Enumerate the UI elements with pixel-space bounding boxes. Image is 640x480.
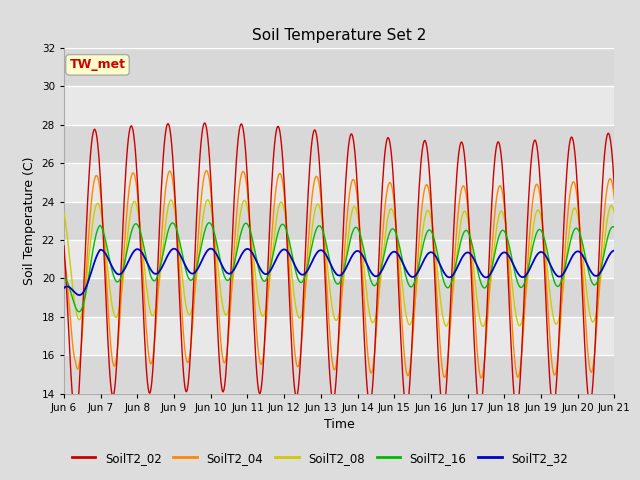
SoilT2_32 xyxy=(76,292,83,298)
Line: SoilT2_32: SoilT2_32 xyxy=(64,249,614,295)
SoilT2_08 xyxy=(204,197,212,203)
SoilT2_08 xyxy=(407,321,415,326)
SoilT2_16 xyxy=(611,225,618,230)
SoilT2_02 xyxy=(201,120,209,126)
SoilT2_16 xyxy=(184,272,191,278)
SoilT2_32 xyxy=(207,246,215,252)
SoilT2_16 xyxy=(205,220,213,226)
Line: SoilT2_16: SoilT2_16 xyxy=(64,223,614,312)
SoilT2_04 xyxy=(477,375,485,381)
SoilT2_08 xyxy=(60,210,68,216)
SoilT2_16 xyxy=(424,228,431,234)
SoilT2_16 xyxy=(60,276,68,281)
Text: TW_met: TW_met xyxy=(70,59,125,72)
SoilT2_04 xyxy=(70,352,78,358)
SoilT2_02 xyxy=(127,123,135,129)
SoilT2_08 xyxy=(182,305,190,311)
SoilT2_02 xyxy=(611,185,618,191)
SoilT2_32 xyxy=(184,266,191,272)
Bar xyxy=(64,278,614,317)
SoilT2_16 xyxy=(70,300,78,306)
SoilT2_02 xyxy=(408,349,415,355)
SoilT2_04 xyxy=(611,196,618,202)
SoilT2_02 xyxy=(70,410,78,416)
Line: SoilT2_02: SoilT2_02 xyxy=(64,123,614,419)
SoilT2_02 xyxy=(424,150,431,156)
Bar xyxy=(64,86,614,125)
Legend: SoilT2_02, SoilT2_04, SoilT2_08, SoilT2_16, SoilT2_32: SoilT2_02, SoilT2_04, SoilT2_08, SoilT2_… xyxy=(67,447,573,469)
SoilT2_02 xyxy=(72,416,79,421)
SoilT2_32 xyxy=(611,248,618,253)
SoilT2_16 xyxy=(213,242,221,248)
Y-axis label: Soil Temperature (C): Soil Temperature (C) xyxy=(23,156,36,285)
Bar xyxy=(64,202,614,240)
SoilT2_04 xyxy=(182,358,190,363)
SoilT2_08 xyxy=(212,249,220,255)
X-axis label: Time: Time xyxy=(324,418,355,431)
Bar xyxy=(64,163,614,202)
Bar xyxy=(64,240,614,278)
SoilT2_32 xyxy=(127,252,135,258)
Bar xyxy=(64,48,614,86)
Bar xyxy=(64,125,614,163)
SoilT2_08 xyxy=(479,324,486,329)
SoilT2_32 xyxy=(408,274,415,280)
Title: Soil Temperature Set 2: Soil Temperature Set 2 xyxy=(252,28,426,43)
Line: SoilT2_04: SoilT2_04 xyxy=(64,170,614,378)
SoilT2_02 xyxy=(213,315,221,321)
SoilT2_04 xyxy=(127,177,134,182)
SoilT2_32 xyxy=(70,288,78,294)
SoilT2_08 xyxy=(70,295,78,300)
SoilT2_04 xyxy=(212,270,220,276)
SoilT2_02 xyxy=(60,243,68,249)
SoilT2_32 xyxy=(213,252,221,258)
SoilT2_04 xyxy=(202,168,210,173)
SoilT2_08 xyxy=(423,208,431,214)
SoilT2_16 xyxy=(76,309,83,314)
SoilT2_04 xyxy=(407,359,415,364)
SoilT2_08 xyxy=(611,210,618,216)
SoilT2_08 xyxy=(127,210,134,216)
Bar xyxy=(64,317,614,355)
Bar xyxy=(64,355,614,394)
SoilT2_04 xyxy=(423,182,431,188)
SoilT2_16 xyxy=(408,284,415,290)
Line: SoilT2_08: SoilT2_08 xyxy=(64,200,614,326)
SoilT2_02 xyxy=(184,387,191,393)
SoilT2_32 xyxy=(424,251,431,257)
SoilT2_16 xyxy=(127,229,135,235)
SoilT2_32 xyxy=(60,285,68,291)
SoilT2_04 xyxy=(60,254,68,260)
